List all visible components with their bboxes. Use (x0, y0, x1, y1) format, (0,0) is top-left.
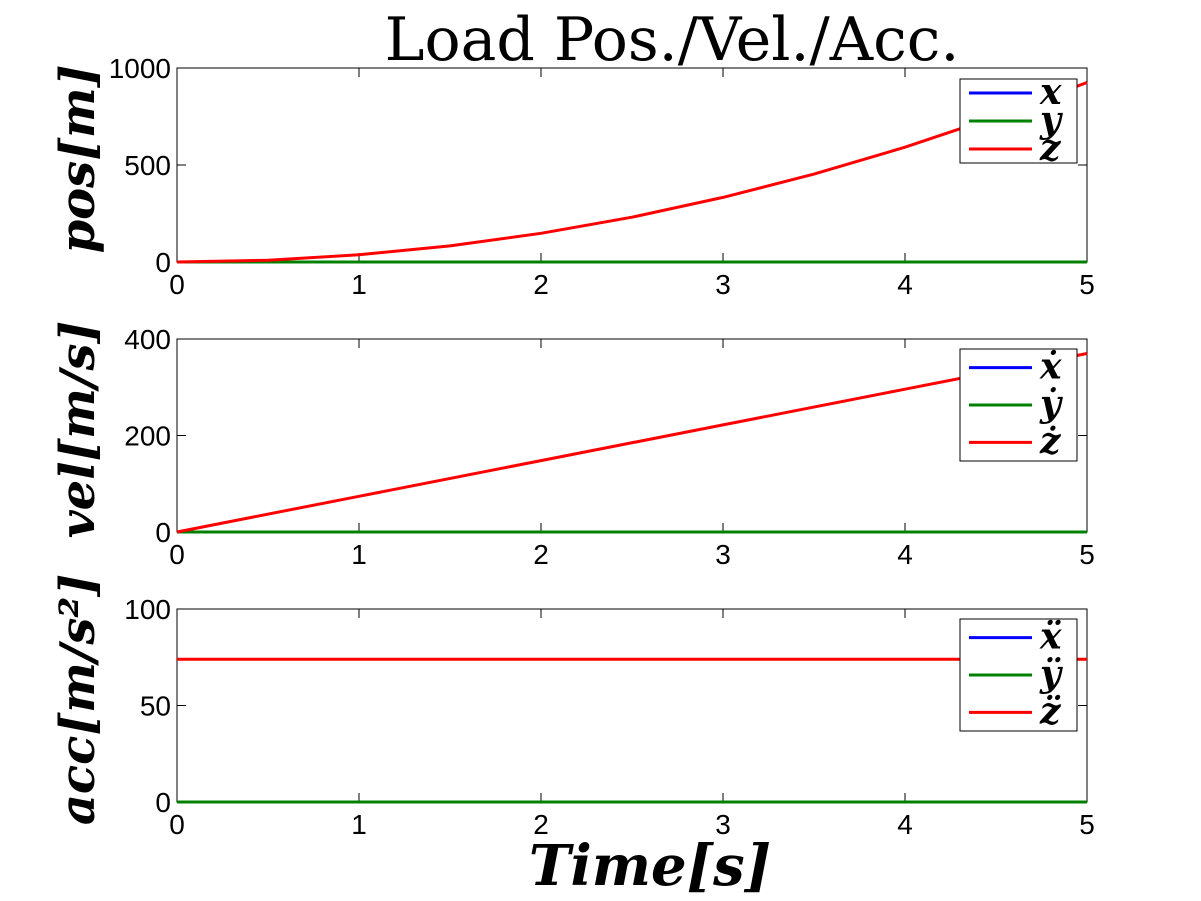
x-tick-label: 1 (351, 539, 367, 570)
x-tick-label: 2 (533, 539, 549, 570)
x-tick-label: 1 (351, 809, 367, 840)
y-tick-label: 50 (140, 691, 171, 722)
x-tick-label: 5 (1079, 809, 1095, 840)
chart-title: Load Pos./Vel./Acc. (385, 5, 960, 75)
y-tick-label: 1000 (109, 53, 171, 84)
y-axis-label: vel[m/s] (50, 321, 106, 538)
legend-label: x (1039, 71, 1062, 113)
series-line-2-3 (176, 352, 1088, 534)
legend-label: z̈ (1039, 690, 1062, 732)
y-tick-label: 0 (155, 787, 171, 818)
y-tick-label: 200 (124, 421, 171, 452)
legend-label: ẏ (1039, 383, 1063, 425)
series-line-1-3 (176, 81, 1088, 264)
x-tick-label: 2 (533, 809, 549, 840)
x-tick-label: 4 (897, 269, 913, 300)
x-tick-label: 2 (533, 269, 549, 300)
x-tick-label: 3 (715, 539, 731, 570)
y-tick-label: 400 (124, 324, 171, 355)
axes-box-3 (176, 608, 1088, 803)
y-tick-label: 0 (155, 517, 171, 548)
x-tick-label: 0 (169, 269, 185, 300)
y-axis-label: pos[m] (50, 65, 106, 254)
x-tick-label: 4 (897, 809, 913, 840)
legend-label: ẍ (1039, 616, 1062, 658)
x-tick-label: 5 (1079, 269, 1095, 300)
legend-label: ż (1039, 420, 1062, 462)
axes-box-2 (176, 338, 1088, 533)
x-axis-label: Time[s] (529, 833, 771, 899)
legend-label: ẋ (1039, 346, 1062, 388)
axes-box-1 (176, 67, 1088, 263)
x-tick-label: 4 (897, 539, 913, 570)
legend-label: y (1039, 99, 1063, 141)
y-tick-label: 100 (124, 594, 171, 625)
x-tick-label: 3 (715, 809, 731, 840)
x-tick-label: 3 (715, 269, 731, 300)
y-tick-label: 0 (155, 247, 171, 278)
x-tick-label: 1 (351, 269, 367, 300)
y-tick-label: 500 (124, 150, 171, 181)
legend-label: ÿ (1039, 653, 1063, 695)
x-tick-label: 0 (169, 809, 185, 840)
y-axis-label: acc[m/s²] (50, 574, 106, 825)
x-tick-label: 0 (169, 539, 185, 570)
legend-label: z (1039, 127, 1062, 169)
x-tick-label: 5 (1079, 539, 1095, 570)
